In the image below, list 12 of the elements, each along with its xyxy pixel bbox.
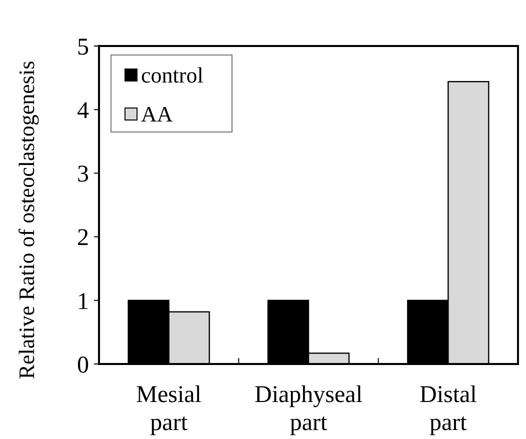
y-tick-label: 3 xyxy=(77,162,89,188)
y-axis-title: Relative Ratio of osteoclastogenesis xyxy=(14,60,39,380)
legend-label: AA xyxy=(141,102,173,127)
x-tick-label: Distal part xyxy=(420,382,478,436)
x-tick-label: Mesial part xyxy=(136,382,202,436)
y-tick-label: 1 xyxy=(77,288,89,315)
y-tick-label: 5 xyxy=(77,34,89,60)
y-tick-label: 4 xyxy=(77,98,89,124)
x-tick-label: Diaphyseal part xyxy=(254,382,363,436)
legend-label: control xyxy=(141,62,204,88)
y-tick-label: 2 xyxy=(77,225,89,252)
y-tick-label: 0 xyxy=(77,352,89,378)
